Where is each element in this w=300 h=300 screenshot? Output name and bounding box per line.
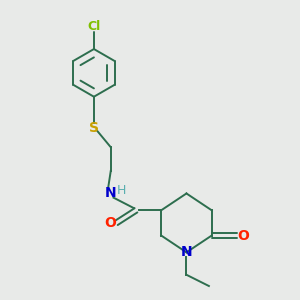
Text: O: O — [237, 229, 249, 242]
Text: S: S — [89, 121, 99, 135]
Text: N: N — [181, 245, 192, 260]
Text: N: N — [105, 187, 117, 200]
Text: O: O — [104, 216, 116, 230]
Text: H: H — [117, 184, 126, 197]
Text: Cl: Cl — [87, 20, 101, 33]
